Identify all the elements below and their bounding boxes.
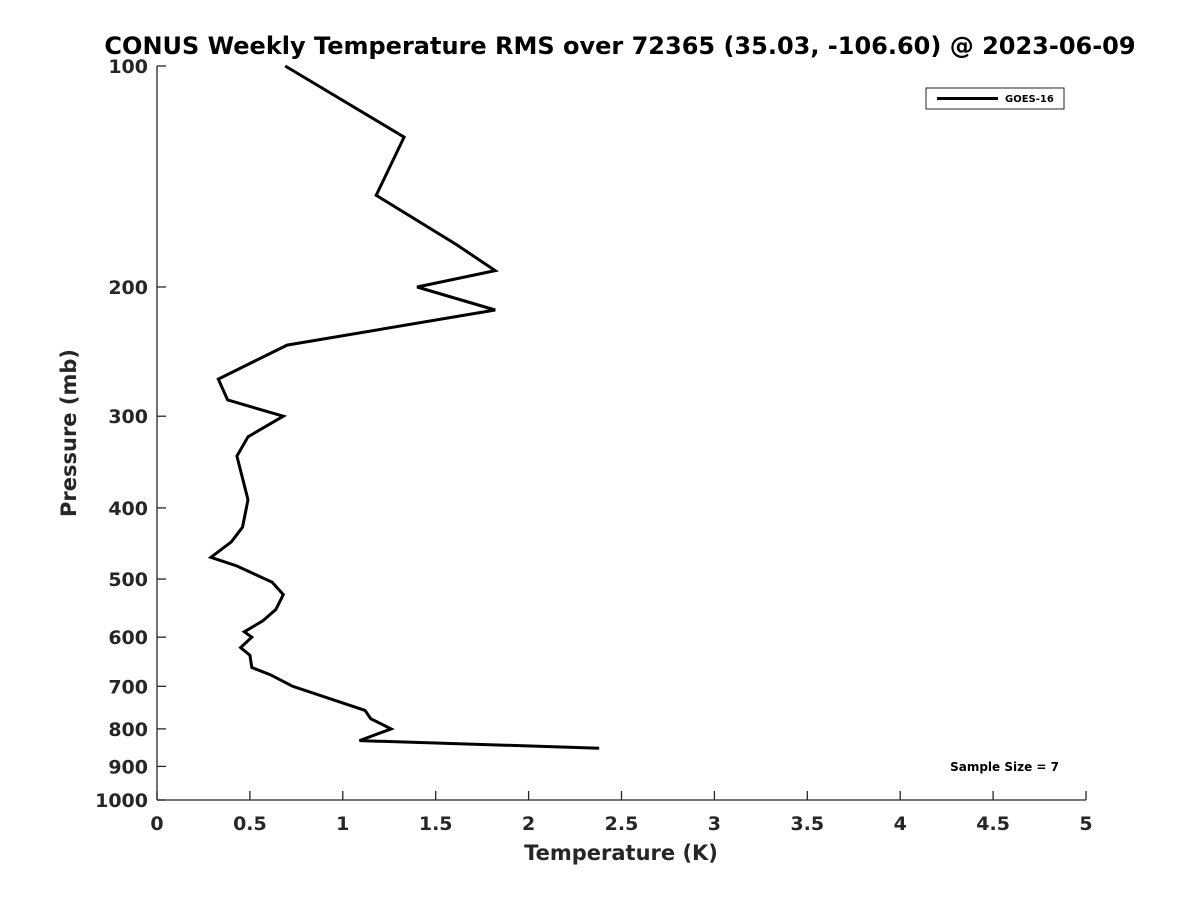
series-line-goes-16 <box>207 64 600 750</box>
x-tick-label: 1 <box>336 813 349 835</box>
y-tick-label: 1000 <box>95 790 148 812</box>
x-tick-label: 1.5 <box>419 813 453 835</box>
legend-label-goes-16: GOES-16 <box>1005 94 1054 105</box>
y-tick-label: 100 <box>108 56 148 78</box>
x-tick-label: 2.5 <box>605 813 639 835</box>
x-tick-label: 4.5 <box>976 813 1010 835</box>
sample-size-annotation: Sample Size = 7 <box>950 760 1059 774</box>
y-tick-label: 400 <box>108 498 148 520</box>
x-ticks: 0 0.5 1 1.5 2 2.5 3 3.5 4 4.5 5 <box>150 791 1093 835</box>
chart-title: CONUS Weekly Temperature RMS over 72365 … <box>104 32 1135 60</box>
y-tick-label: 600 <box>108 627 148 649</box>
legend: GOES-16 <box>925 87 1065 110</box>
y-tick-label: 900 <box>108 756 148 778</box>
x-tick-label: 0 <box>150 813 163 835</box>
x-tick-label: 3.5 <box>790 813 824 835</box>
y-axis-label: Pressure (mb) <box>57 349 81 517</box>
x-tick-label: 4 <box>894 813 907 835</box>
x-axis-label: Temperature (K) <box>524 841 718 865</box>
x-tick-label: 3 <box>708 813 721 835</box>
y-tick-label: 200 <box>108 277 148 299</box>
series-layer <box>207 64 600 750</box>
y-tick-label: 700 <box>108 676 148 698</box>
x-tick-label: 5 <box>1079 813 1092 835</box>
y-tick-label: 800 <box>108 719 148 741</box>
y-ticks: 100 200 300 400 500 600 700 800 900 1000 <box>95 56 166 812</box>
y-tick-label: 300 <box>108 406 148 428</box>
x-tick-label: 0.5 <box>233 813 267 835</box>
y-tick-label: 500 <box>108 569 148 591</box>
x-tick-label: 2 <box>522 813 535 835</box>
